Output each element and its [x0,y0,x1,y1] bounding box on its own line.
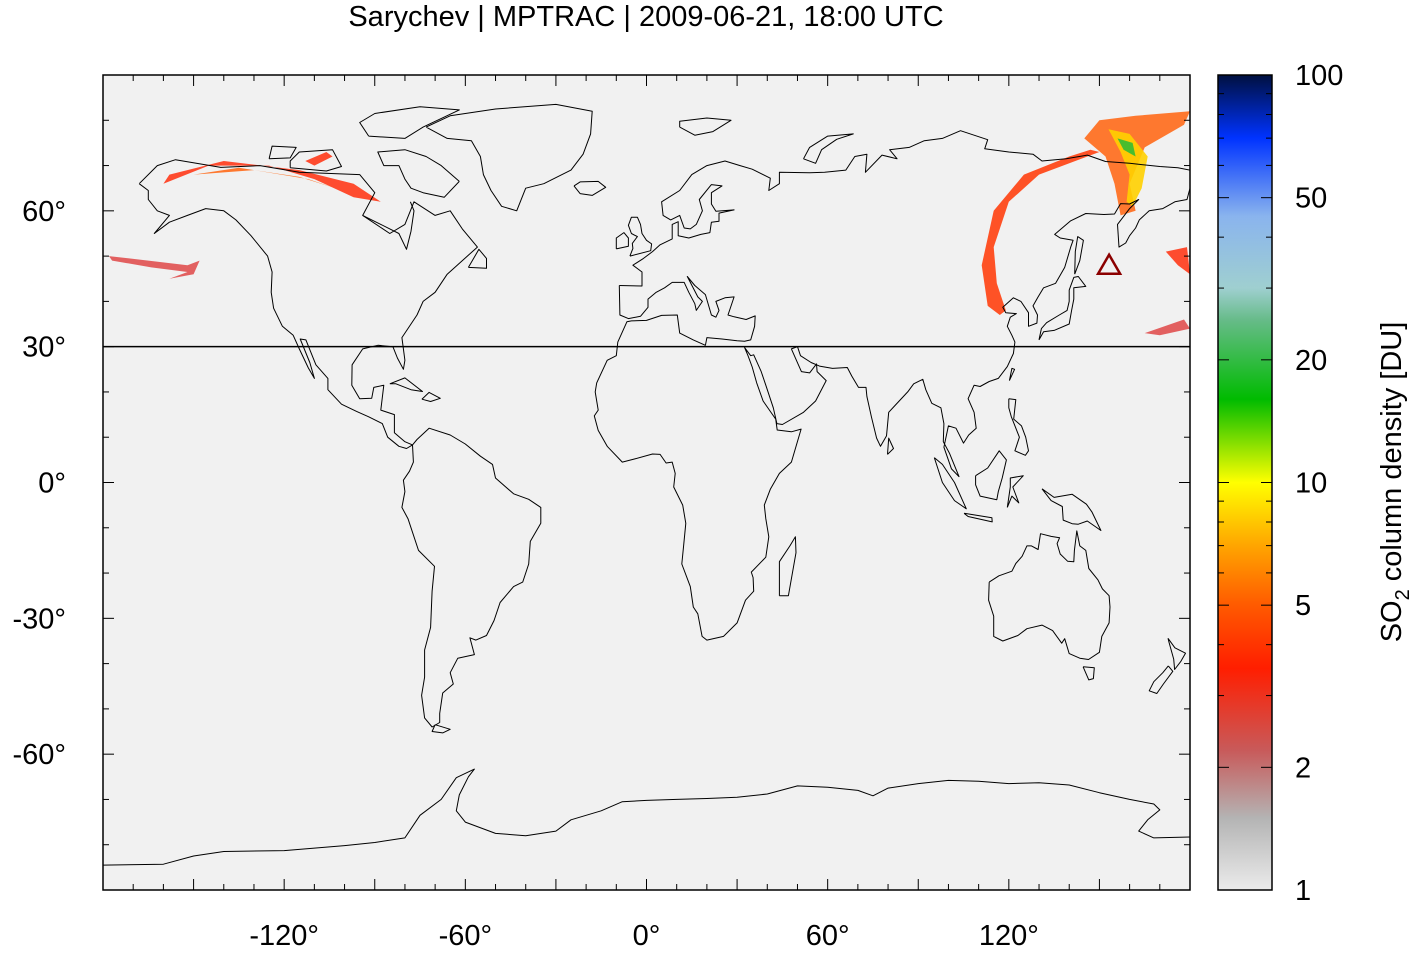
chukotka-plume-core [1108,129,1148,207]
coastline-tierra-del-fuego [431,724,451,734]
coastline-south-america [401,427,542,728]
coastline-philippines [1008,398,1029,456]
coastline-scandinavia-russia-north [619,130,1190,287]
colorbar-tick-label: 1 [1295,875,1311,907]
asia-arc-plume [981,149,1100,315]
y-tick-label: -30° [12,603,66,635]
coastline-novaya-zemlya [803,133,854,164]
coastline-new-guinea [1041,488,1102,531]
coastline-north-america [138,159,478,449]
colorbar-label: SO2 column density [DU] [1376,322,1411,643]
coastline-australia [988,530,1111,660]
coastline-svalbard [679,117,732,136]
colorbar-tick-label: 20 [1295,345,1327,377]
coastline-sulawesi [1006,475,1024,508]
pacific-plume [109,256,200,279]
x-tick-label: -60° [439,920,493,950]
coastline-eurasia [593,188,1190,641]
coastline-layer [103,103,1190,866]
colorbar-tick-label: 10 [1295,468,1327,500]
coastline-victoria-island [289,149,342,172]
coastline-hudson-bay [362,201,415,250]
plume-layer [109,111,1190,336]
y-tick-label: 30° [22,332,66,364]
plot-area [103,75,1190,890]
volcano-marker-layer [1095,252,1123,275]
north-america-plume [163,161,381,202]
chukotka-plume-green [1117,138,1136,157]
coastline-hispaniola [421,391,441,402]
coastline-sri-lanka [887,437,894,455]
coastline-ireland [615,232,629,250]
coastline-japan [1038,276,1087,341]
x-tick-label: -120° [249,920,319,950]
chart-title: Sarychev | MPTRAC | 2009-06-21, 18:00 UT… [348,1,943,33]
coastline-sakhalin [1074,236,1084,275]
coastline-borneo [975,450,1007,501]
coastline-banks-island [268,145,297,160]
colorbar-label-subscript: 2 [1392,589,1411,600]
coastline-antarctic-peninsula [103,768,1190,866]
coastline-sumatra [933,457,967,510]
coastline-iceland [573,180,607,196]
colorbar-tick-label: 50 [1295,183,1327,215]
x-tick-label: 0° [633,920,661,950]
coastline-taiwan [1008,367,1016,381]
coastline-tasmania [1082,666,1095,681]
volcano-triangle-icon [1095,252,1123,275]
south-east-streak [1144,319,1190,336]
colorbar-tick-label: 2 [1295,752,1311,784]
y-tick-label: 60° [22,196,66,228]
coastline-baffin-island [377,149,460,198]
colorbar-label-main: SO [1376,600,1408,642]
axes-layer: -120° -60° 0° 60° 120° 60° 30° 0° -30° -60° [12,74,1191,952]
coastline-cuba [389,377,423,392]
coastline-ellesmere-island [359,106,460,139]
colorbar-tick-label: 5 [1295,590,1311,622]
east-pacific-plume [1165,247,1190,275]
coastline-greenland [425,103,593,212]
coastline-new-zealand-south [1148,665,1174,694]
colorbar: 125102050100SO2 column density [DU] [1217,60,1411,907]
x-tick-label: 60° [806,920,850,950]
coastline-new-zealand-north [1167,638,1186,670]
coastline-newfoundland [467,248,487,269]
colorbar-label-rest: column density [DU] [1376,322,1408,590]
y-tick-label: -60° [12,739,66,771]
coastline-madagascar [778,536,797,597]
coastline-great-britain [627,216,653,257]
x-tick-label: 120° [979,920,1039,950]
coastline-java [963,512,993,523]
y-tick-label: 0° [38,468,66,500]
alaska-streak [305,152,333,166]
colorbar-tick-label: 100 [1295,60,1343,92]
